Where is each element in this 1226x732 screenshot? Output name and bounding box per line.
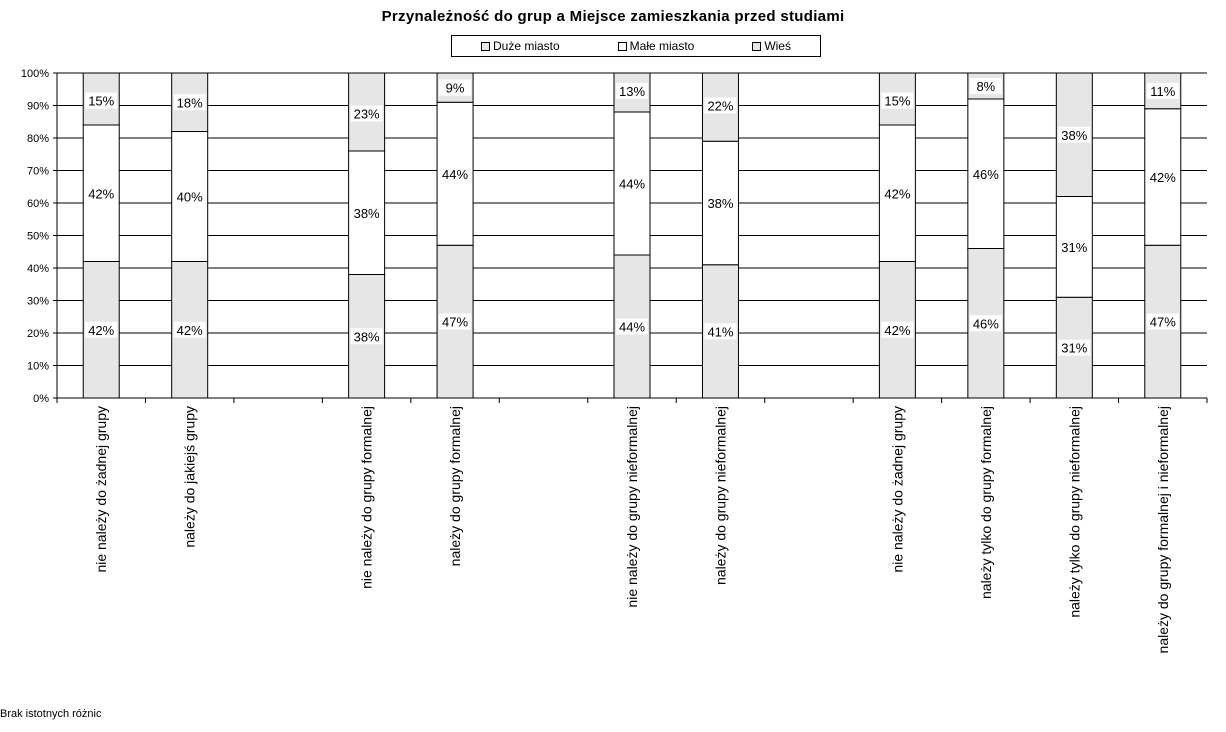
data-label-bg — [704, 323, 737, 340]
data-label-bg — [969, 165, 1002, 182]
data-label-bg — [881, 185, 914, 202]
data-label-bg — [85, 92, 118, 109]
data-label: 41% — [707, 324, 733, 339]
data-label-bg — [881, 92, 914, 109]
data-label: 8% — [976, 79, 995, 94]
data-label-bg — [173, 188, 206, 205]
data-label: 38% — [354, 329, 380, 344]
chart-title: Przynależność do grup a Miejsce zamieszk… — [381, 8, 845, 25]
data-label-bg — [350, 105, 383, 122]
x-category-label: należy tylko do grupy nieformalnej — [1066, 406, 1082, 618]
data-label: 40% — [177, 190, 203, 205]
y-tick-label: 90% — [27, 101, 49, 113]
y-tick-label: 0% — [33, 393, 49, 405]
data-label-bg — [1058, 238, 1091, 255]
data-label: 31% — [1061, 240, 1087, 255]
y-tick-label: 100% — [21, 68, 49, 80]
data-label-bg — [1146, 82, 1179, 99]
data-label-bg — [616, 82, 648, 99]
y-tick-label: 10% — [27, 361, 49, 373]
y-tick-label: 70% — [27, 166, 49, 178]
legend-label-male-miasto: Małe miasto — [629, 39, 695, 53]
data-label: 47% — [442, 315, 468, 330]
data-label-bg — [439, 79, 472, 96]
data-label-bg — [350, 328, 383, 345]
data-label: 38% — [354, 206, 380, 221]
data-label-bg — [350, 204, 383, 221]
data-label: 44% — [619, 177, 645, 192]
data-label: 9% — [446, 81, 465, 96]
data-label-bg — [1058, 339, 1091, 356]
legend-item-male-miasto: Małe miasto — [617, 39, 695, 53]
data-label: 42% — [1150, 170, 1176, 185]
x-category-label: należy do grupy nieformalnej — [712, 406, 728, 585]
legend-item-wies: Wieś — [752, 39, 791, 53]
data-label: 42% — [88, 186, 114, 201]
data-label: 38% — [707, 196, 733, 211]
data-label: 42% — [88, 323, 114, 338]
data-label-bg — [1146, 313, 1179, 330]
data-label: 15% — [88, 94, 114, 109]
data-label: 23% — [354, 107, 380, 122]
data-label: 44% — [442, 167, 468, 182]
data-label: 18% — [177, 95, 203, 110]
data-label: 42% — [177, 323, 203, 338]
data-label-bg — [881, 321, 914, 338]
x-category-label: należy do jakiejś grupy — [182, 406, 198, 548]
y-tick-label: 60% — [27, 198, 49, 210]
x-category-label: nie należy do grupy nieformalnej — [624, 406, 640, 608]
data-label: 22% — [707, 99, 733, 114]
footnote: Brak istotnych różnic — [0, 708, 102, 720]
data-label-bg — [616, 175, 648, 192]
x-category-label: nie należy do grupy formalnej — [359, 406, 375, 589]
data-label: 46% — [973, 316, 999, 331]
data-label: 31% — [1061, 341, 1087, 356]
x-category-label: nie należy do żadnej grupy — [889, 406, 905, 573]
x-category-label: należy tylko do grupy formalnej — [978, 406, 994, 599]
data-label: 38% — [1061, 128, 1087, 143]
legend-label-duze-miasto: Duże miasto — [492, 39, 560, 53]
data-label-bg — [616, 318, 648, 335]
chart-legend: Duże miasto Małe miasto Wieś — [451, 35, 821, 57]
y-tick-label: 50% — [27, 231, 49, 243]
data-label: 15% — [884, 94, 910, 109]
data-label-bg — [173, 94, 206, 111]
data-label: 46% — [973, 167, 999, 182]
data-label-bg — [1058, 126, 1091, 143]
legend-label-wies: Wieś — [764, 39, 791, 53]
data-label-bg — [704, 97, 737, 114]
legend-item-duze-miasto: Duże miasto — [480, 39, 560, 53]
y-tick-label: 20% — [27, 328, 49, 340]
data-label: 47% — [1150, 315, 1176, 330]
data-label: 13% — [619, 84, 645, 99]
y-tick-label: 40% — [27, 263, 49, 275]
data-label-bg — [704, 195, 737, 211]
data-label: 42% — [884, 323, 910, 338]
data-label-bg — [439, 165, 472, 182]
y-tick-label: 80% — [27, 133, 49, 145]
data-label-bg — [439, 313, 472, 330]
data-label-bg — [85, 185, 118, 202]
data-label: 44% — [619, 320, 645, 335]
x-category-label: należy do grupy formalnej — [447, 406, 463, 566]
x-category-label: należy do grupy formalnej i nieformalnej — [1155, 406, 1171, 653]
legend-swatch-male-miasto — [617, 41, 627, 51]
legend-swatch-duze-miasto — [480, 41, 490, 51]
legend-swatch-wies — [752, 41, 762, 51]
data-label-bg — [1146, 169, 1179, 185]
data-label-bg — [969, 78, 1002, 94]
data-label-bg — [969, 315, 1002, 332]
data-label: 42% — [884, 186, 910, 201]
x-category-label: nie należy do żadnej grupy — [93, 406, 109, 573]
y-tick-label: 30% — [27, 296, 49, 308]
data-label-bg — [85, 321, 118, 338]
data-label-bg — [173, 321, 206, 338]
data-label: 11% — [1150, 84, 1175, 99]
